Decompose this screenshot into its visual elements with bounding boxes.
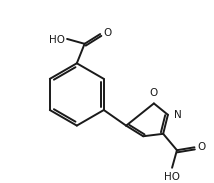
Text: HO: HO: [49, 35, 65, 45]
Text: N: N: [174, 110, 181, 120]
Text: HO: HO: [164, 172, 180, 182]
Text: O: O: [150, 88, 158, 98]
Text: O: O: [197, 142, 206, 152]
Text: O: O: [103, 28, 111, 38]
